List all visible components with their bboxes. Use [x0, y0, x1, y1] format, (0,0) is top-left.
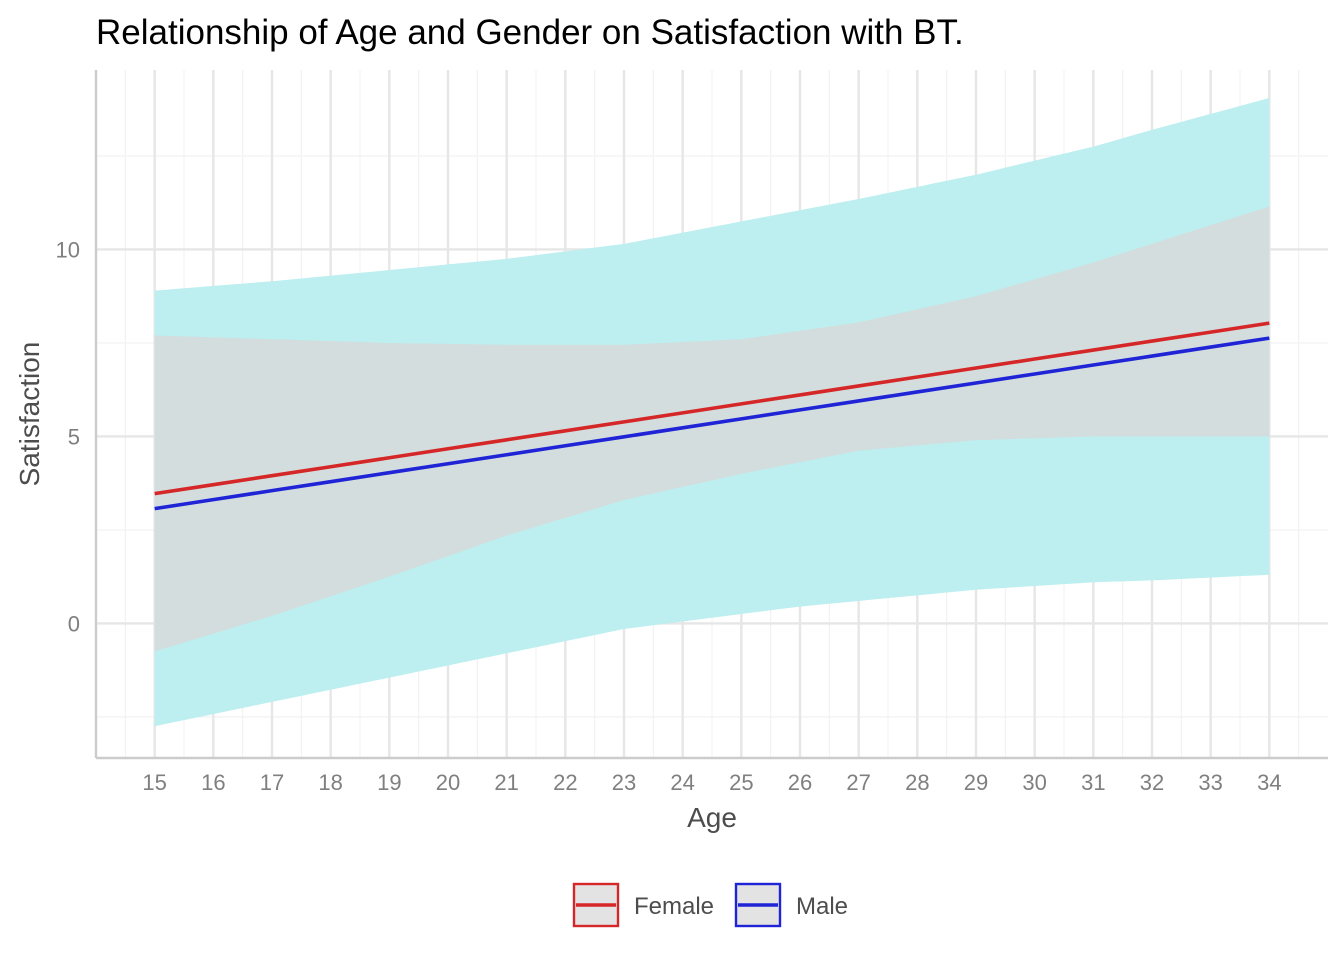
x-tick-label: 28: [905, 770, 929, 795]
x-tick-label: 33: [1198, 770, 1222, 795]
x-axis-title: Age: [687, 802, 737, 833]
female-confidence-band: [154, 206, 1270, 652]
female-series-line: [154, 321, 1270, 496]
legend: Female Male: [572, 882, 848, 928]
x-tick-label: 23: [612, 770, 636, 795]
confidence-band-layer: [154, 98, 1270, 727]
x-tick-label: 29: [964, 770, 988, 795]
legend-item-male: Male: [734, 882, 848, 928]
legend-item-female: Female: [572, 882, 714, 928]
x-tick-label: 16: [201, 770, 225, 795]
series-line-layer: [154, 321, 1270, 511]
x-tick-label: 32: [1140, 770, 1164, 795]
y-tick-label: 5: [68, 424, 80, 449]
x-tick-label: 26: [788, 770, 812, 795]
x-tick-label: 18: [318, 770, 342, 795]
x-tick-label: 20: [436, 770, 460, 795]
x-tick-label: 15: [142, 770, 166, 795]
tick-label-layer: 15 16 17 18 19 20 21 22 23 24 25 26 27 28 29 30 31 32 33 34…: [56, 237, 1282, 795]
legend-label-male: Male: [796, 893, 848, 920]
x-tick-label: 22: [553, 770, 577, 795]
x-tick-label: 30: [1022, 770, 1046, 795]
chart-title: Relationship of Age and Gender on Satisf…: [96, 13, 964, 52]
x-tick-label: 17: [260, 770, 284, 795]
x-tick-label: 31: [1081, 770, 1105, 795]
x-tick-label: 24: [670, 770, 694, 795]
y-tick-label: 10: [56, 237, 80, 262]
legend-label-female: Female: [634, 893, 714, 920]
x-tick-label: 27: [846, 770, 870, 795]
x-tick-label: 34: [1257, 770, 1281, 795]
y-tick-label: 0: [68, 611, 80, 636]
x-tick-label: 25: [729, 770, 753, 795]
axis-layer: [94, 70, 1328, 760]
x-tick-label: 19: [377, 770, 401, 795]
male-series-line: [154, 336, 1270, 511]
y-axis-title: Satisfaction: [14, 342, 45, 487]
x-tick-label: 21: [494, 770, 518, 795]
